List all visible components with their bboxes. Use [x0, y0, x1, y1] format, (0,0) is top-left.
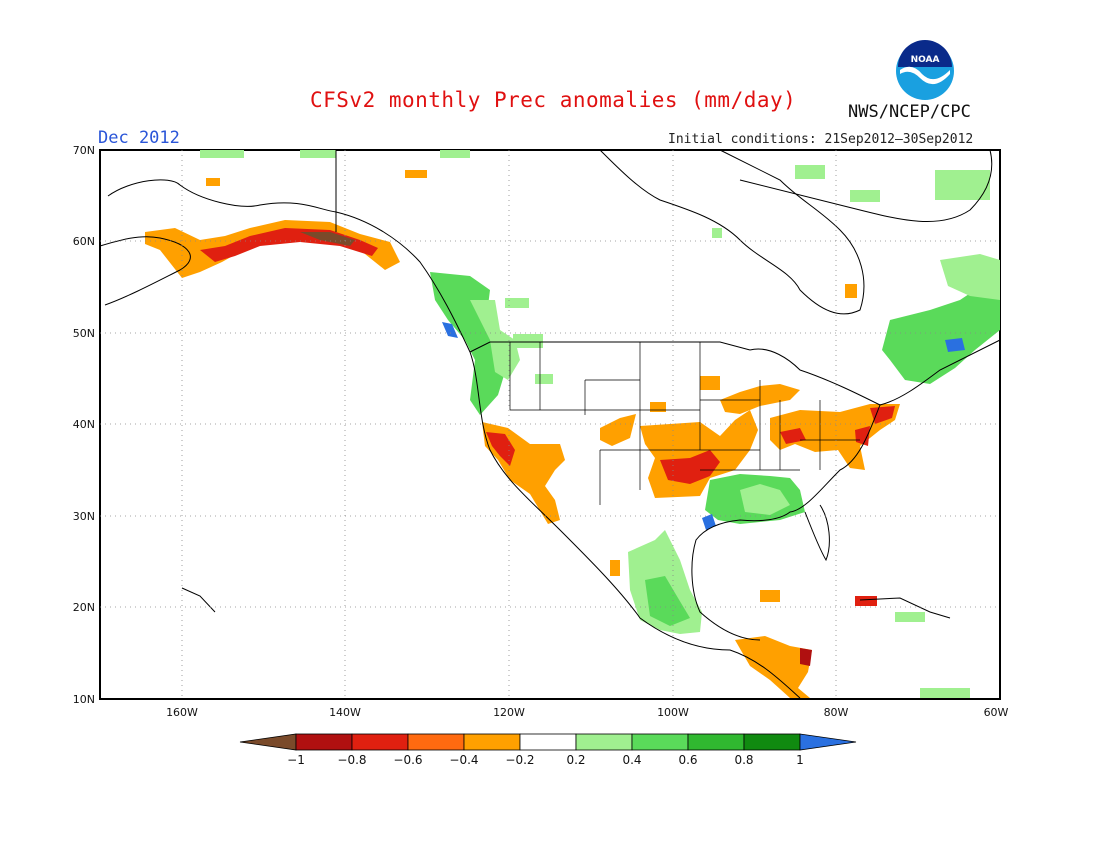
- patch-montana-wet: [535, 374, 553, 384]
- patch-east-red: [870, 406, 895, 424]
- colorbar-tick-label: 0.4: [622, 753, 641, 767]
- colorbar-tick-label: −0.6: [393, 753, 422, 767]
- lat-label: 20N: [73, 601, 95, 614]
- patch-central-america-dry: [735, 636, 812, 698]
- colorbar-tick-label: −0.2: [505, 753, 534, 767]
- patch-eastcanada-light: [940, 254, 1000, 300]
- patch-tennessee-red: [780, 428, 806, 444]
- lat-label: 60N: [73, 235, 95, 248]
- state-borders: [509, 342, 860, 505]
- patch-labrador-blue: [945, 338, 965, 352]
- patch-honduras-red: [800, 648, 812, 666]
- patch-caribbean-dry-1: [760, 590, 780, 602]
- colorbar-swatch-lt-1: [239, 733, 297, 751]
- colorbar-tick-label: −0.4: [449, 753, 478, 767]
- colorbar-tick-label: 0.8: [734, 753, 753, 767]
- lon-label: 140W: [329, 706, 361, 719]
- patch-baja-dry: [610, 560, 620, 576]
- colorbar-swatch: [687, 733, 745, 751]
- patch-arctic-wet-3: [440, 150, 470, 158]
- colorbar-swatch: [295, 733, 353, 751]
- lon-label: 100W: [657, 706, 689, 719]
- patch-midatlantic-red: [855, 426, 870, 446]
- gridlines: [100, 150, 1000, 699]
- lon-label: 60W: [984, 706, 1009, 719]
- lat-label: 30N: [73, 510, 95, 523]
- patch-hudson-dry: [845, 284, 857, 298]
- patch-caribbean-red: [855, 596, 877, 606]
- lat-label: 50N: [73, 327, 95, 340]
- colorbar-swatch: [519, 733, 577, 751]
- patch-south-wet: [920, 688, 970, 698]
- patch-plains-red: [660, 450, 720, 484]
- patch-pnw-wet-light: [470, 300, 520, 380]
- patch-alaska-dry-2: [206, 178, 220, 186]
- coastlines: [99, 149, 1001, 699]
- colorbar-labels: −1 −0.8 −0.6 −0.4 −0.2 0.2 0.4 0.6 0.8 1: [287, 753, 804, 767]
- lon-label: 160W: [166, 706, 198, 719]
- valid-month-label: Dec 2012: [98, 128, 180, 148]
- patch-california-red: [486, 432, 515, 466]
- patch-greenland-wet-1: [795, 165, 825, 179]
- lon-label: 120W: [493, 706, 525, 719]
- colorbar-tick-label: 0.6: [678, 753, 697, 767]
- colorbar-swatch-gt-1: [799, 733, 857, 751]
- patch-hudson-wet: [712, 228, 722, 238]
- colorbar-swatch: [575, 733, 633, 751]
- patch-vancouver-blue: [442, 322, 458, 338]
- patch-mexico-wet-dark: [645, 576, 690, 626]
- anomaly-patches: [145, 150, 1000, 698]
- colorbar-swatch: [743, 733, 801, 751]
- patch-eastcanada-wet: [882, 280, 1000, 384]
- patch-bc-wet: [505, 298, 529, 308]
- patch-greenland-wet-3: [935, 170, 990, 200]
- patch-arctic-wet-2: [300, 150, 336, 158]
- colorbar: [239, 733, 857, 751]
- colorbar-tick-label: −0.8: [337, 753, 366, 767]
- noaa-logo-icon: NOAA: [896, 40, 954, 100]
- patch-arctic-wet-1: [200, 150, 244, 158]
- colorbar-swatch: [351, 733, 409, 751]
- initial-conditions-label: Initial conditions: 21Sep2012–30Sep2012: [668, 132, 974, 147]
- chart-title: CFSv2 monthly Prec anomalies (mm/day): [310, 88, 797, 112]
- patch-colorado-dry: [650, 402, 666, 412]
- patch-greenland-wet-2: [850, 190, 880, 202]
- colorbar-tick-label: 1: [796, 753, 804, 767]
- patch-kansas-dry: [600, 414, 636, 446]
- patch-caribbean-wet: [895, 612, 925, 622]
- patch-alaska-brown: [300, 232, 355, 246]
- colorbar-swatch: [631, 733, 689, 751]
- patch-east-dry: [770, 404, 900, 470]
- lat-label: 10N: [73, 693, 95, 706]
- logo-text: NOAA: [911, 55, 940, 65]
- patch-idaho-wet: [513, 334, 543, 348]
- colorbar-swatch: [463, 733, 521, 751]
- lon-label: 80W: [824, 706, 849, 719]
- lat-label: 40N: [73, 418, 95, 431]
- lon-labels: 160W 140W 120W 100W 80W 60W: [166, 706, 1008, 719]
- patch-alaska-dry-3: [405, 170, 427, 178]
- lat-labels: 70N 60N 50N 40N 30N 20N 10N: [73, 144, 95, 706]
- patch-gulf-wet-light: [740, 484, 790, 515]
- colorbar-tick-label: −1: [287, 753, 305, 767]
- lat-label: 70N: [73, 144, 95, 157]
- agency-label: NWS/NCEP/CPC: [848, 102, 971, 122]
- colorbar-tick-label: 0.2: [566, 753, 585, 767]
- patch-texas-blue: [702, 514, 716, 530]
- colorbar-swatch: [407, 733, 465, 751]
- patch-iowa-dry: [700, 376, 720, 390]
